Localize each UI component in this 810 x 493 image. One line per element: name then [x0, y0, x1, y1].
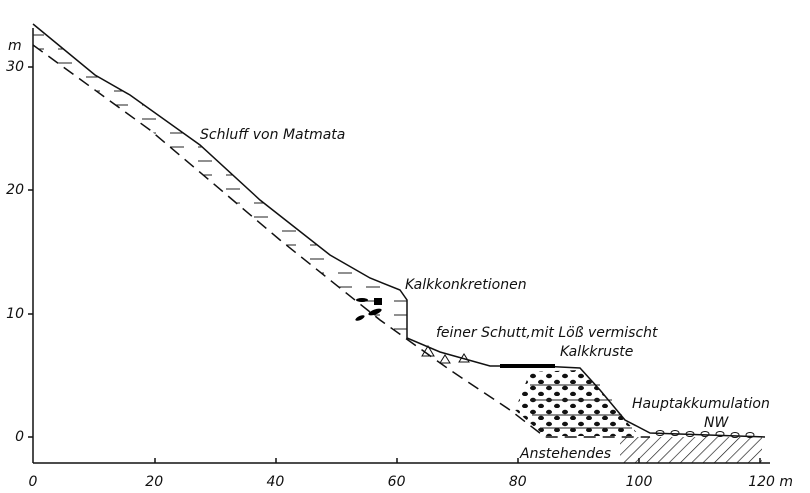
x-tick-label: 100 [626, 474, 653, 490]
x-tick-label: 120 m [748, 474, 793, 490]
label: Kalkkruste [560, 344, 633, 360]
debris-symbols [421, 345, 470, 364]
accumulation-fill [515, 370, 640, 436]
layer-lines [530, 384, 632, 429]
y-tick-label: 20 [6, 182, 24, 198]
label: Kalkkonkretionen [405, 277, 527, 293]
label: NW [704, 415, 729, 431]
silt-fill [33, 24, 407, 338]
nw-pebbles [655, 430, 755, 438]
x-tick-label: 20 [145, 474, 163, 490]
x-tick-label: 60 [388, 474, 406, 490]
label: Hauptakkumulation [632, 396, 770, 412]
x-tick-label: 40 [266, 474, 284, 490]
surface-line [32, 23, 766, 438]
x-tick-label: 0 [29, 474, 38, 490]
y-unit: m [8, 38, 22, 54]
y-tick-label: 0 [15, 429, 24, 445]
bedrock-line [32, 44, 650, 438]
label: Schluff von Matmata [200, 127, 345, 143]
concretions [355, 298, 382, 321]
x-tick-label: 80 [509, 474, 527, 490]
label: Anstehendes [519, 446, 611, 462]
y-tick-label: 30 [6, 59, 24, 75]
bedrock-hatch [620, 437, 762, 463]
y-tick-label: 10 [6, 306, 24, 322]
label: feiner Schutt,mit Löß vermischt [436, 325, 658, 341]
